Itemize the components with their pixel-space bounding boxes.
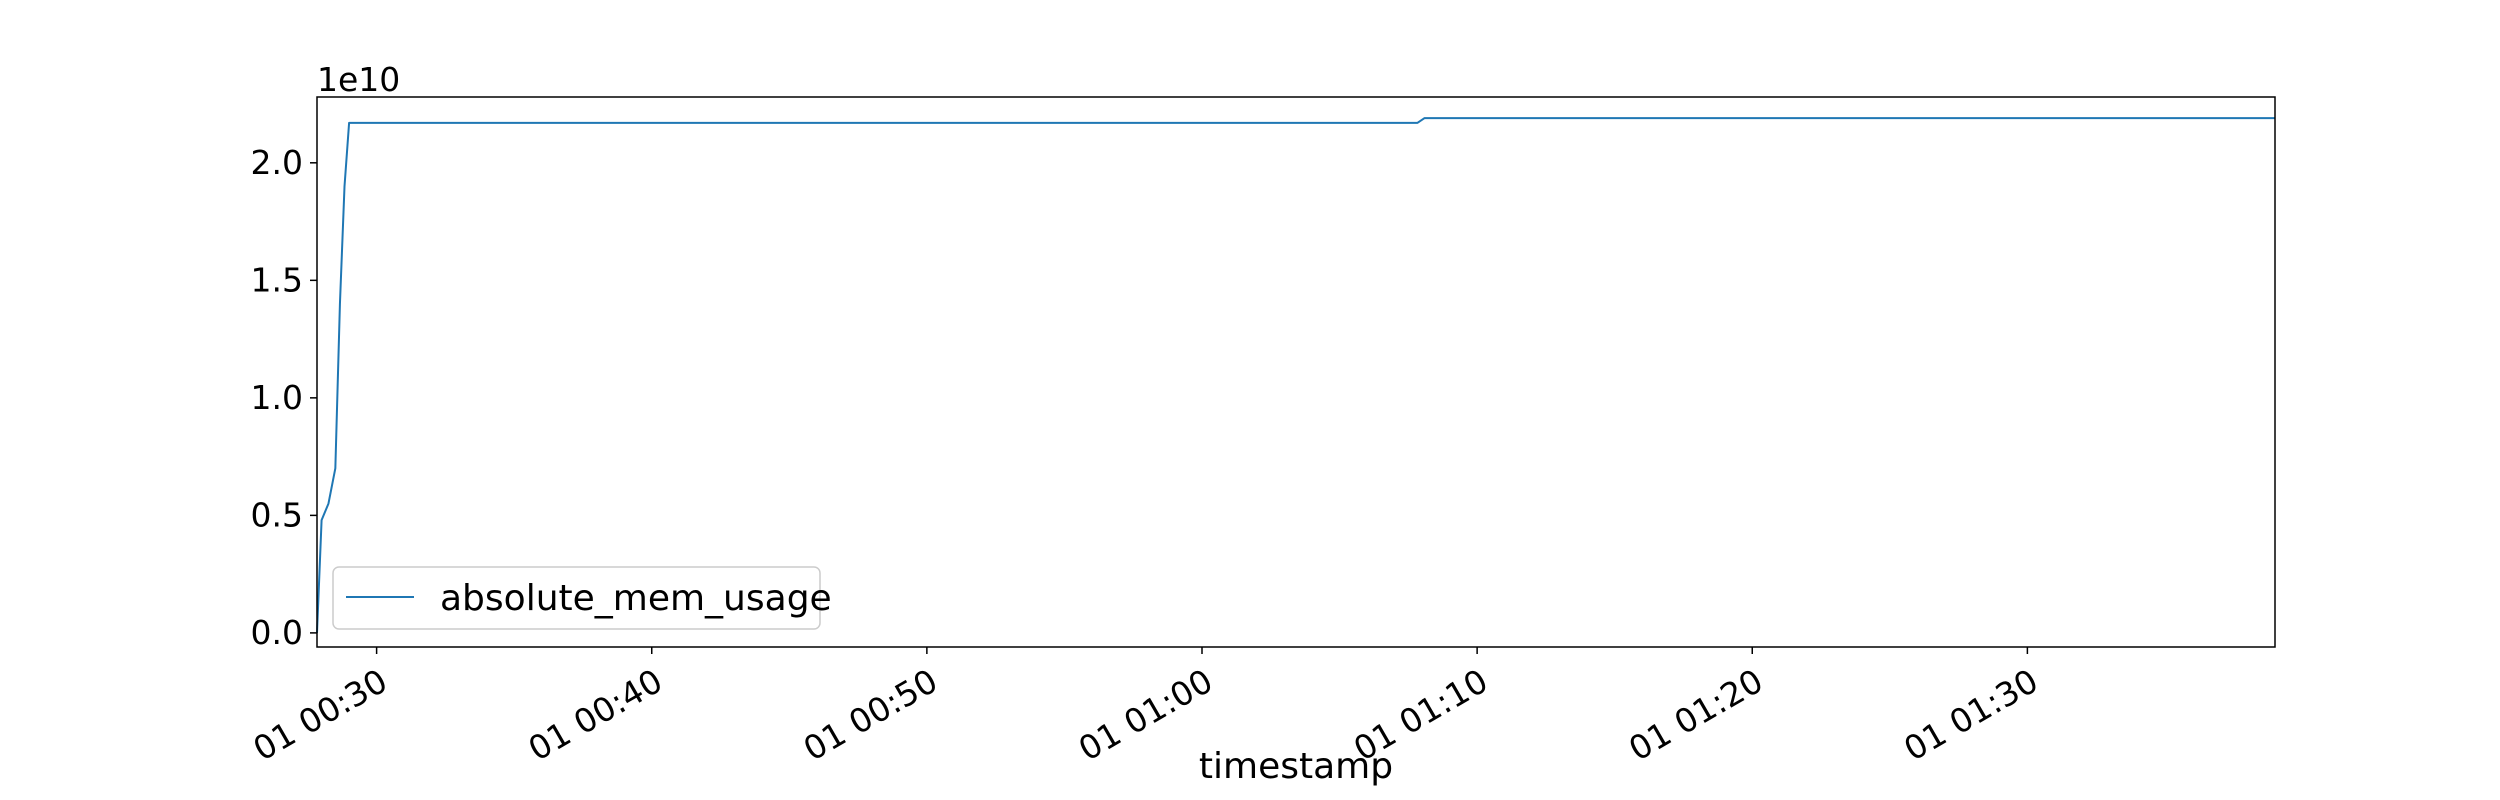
marks-layer — [316, 117, 2275, 633]
x-axis: 01 00:30 01 00:40 01 00:50 01 01:00 01 01:10… — [246, 647, 2045, 769]
x-tick-label: 01 00:40 — [522, 661, 669, 769]
x-tick-label: 01 01:20 — [1622, 661, 1769, 769]
y-tick-label: 1.5 — [251, 260, 303, 299]
x-tick-label: 01 01:00 — [1072, 661, 1219, 769]
series-line-absolute-mem-usage — [316, 117, 2275, 633]
plot-frame — [316, 96, 2276, 648]
legend: absolute_mem_usage — [332, 566, 832, 630]
y-tick-label: 2.0 — [251, 143, 303, 182]
legend-entry-absolute-mem-usage: absolute_mem_usage — [440, 578, 832, 619]
x-axis-label: timestamp — [1199, 746, 1393, 787]
x-tick-label: 01 00:50 — [797, 661, 944, 769]
y-tick-label: 1.0 — [251, 378, 303, 417]
y-axis: 0.0 0.5 1.0 1.5 2.0 — [251, 143, 317, 652]
x-tick-label: 01 00:30 — [246, 661, 393, 769]
legend-box — [332, 566, 821, 630]
y-tick-label: 0.0 — [251, 613, 303, 652]
y-offset-label: 1e10 — [317, 60, 400, 99]
y-tick-label: 0.5 — [251, 495, 303, 534]
x-tick-label: 01 01:30 — [1897, 661, 2044, 769]
